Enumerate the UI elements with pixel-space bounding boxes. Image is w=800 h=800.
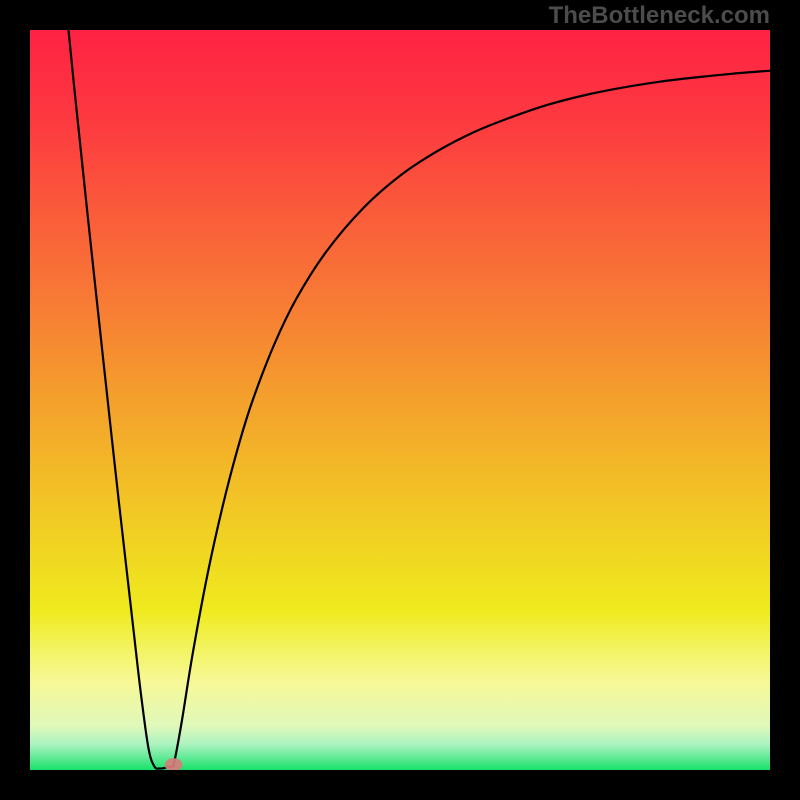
watermark-text: TheBottleneck.com [549,2,770,30]
chart-background [30,30,770,770]
bottleneck-chart [30,30,770,770]
chart-frame: TheBottleneck.com [0,0,800,800]
